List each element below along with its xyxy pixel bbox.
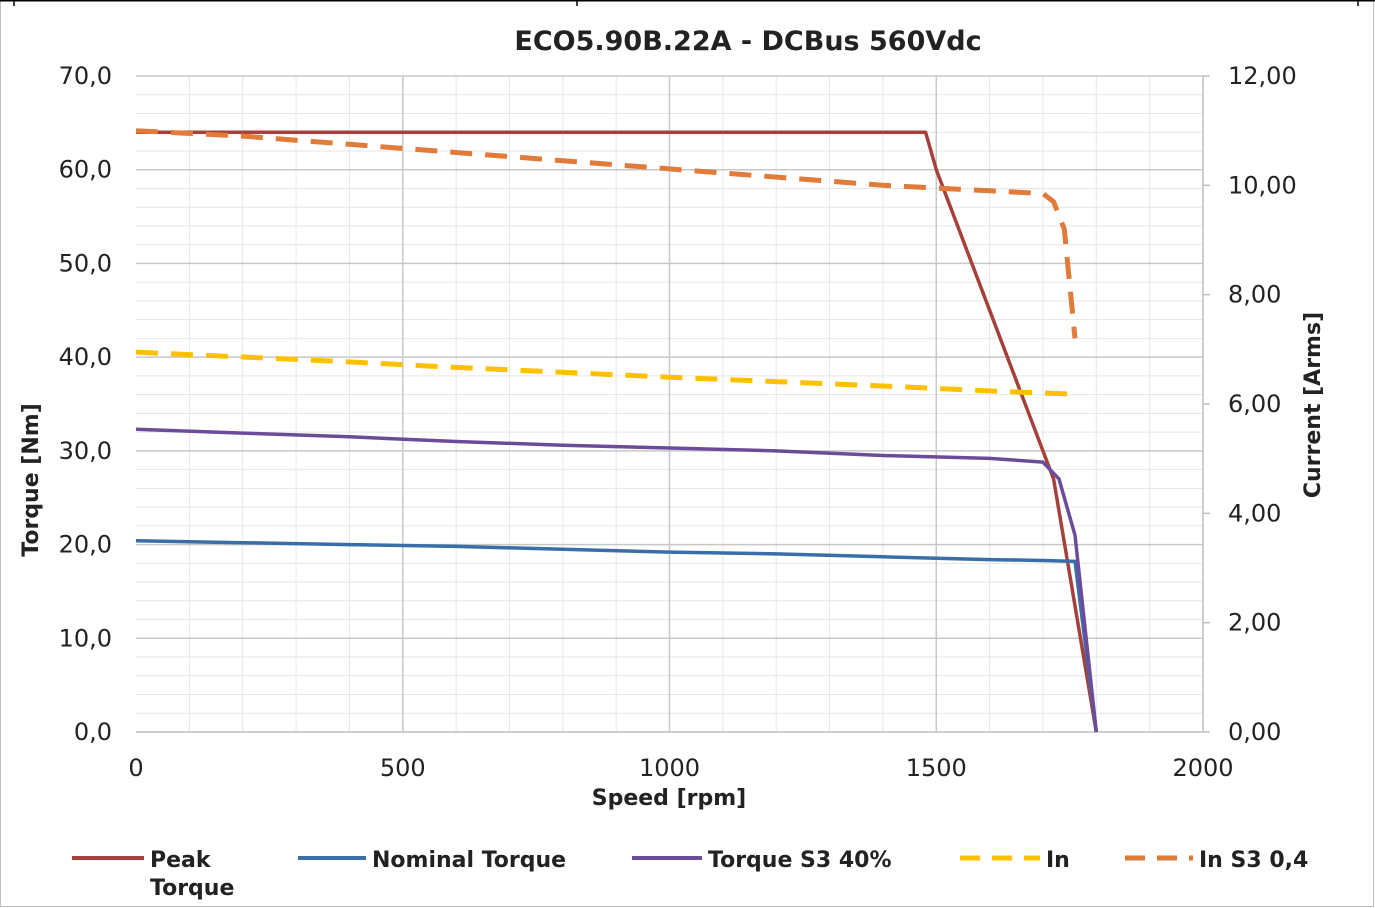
y-tick-label: 10,0 xyxy=(59,624,112,652)
y-axis-title: Torque [Nm] xyxy=(19,403,44,556)
x-tick-label: 2000 xyxy=(1172,754,1233,782)
axes xyxy=(136,75,1210,733)
series-line-peak-torque xyxy=(136,130,1099,733)
x-tick-label: 1500 xyxy=(906,754,967,782)
y2-tick-label: 0,00 xyxy=(1228,718,1281,746)
y-tick-label: 20,0 xyxy=(59,531,112,559)
legend-label-in: In xyxy=(1046,848,1070,873)
legend-label-line: Peak xyxy=(150,848,212,873)
legend: Peak Torque Nominal Torque Torque S3 40% In I… xyxy=(72,848,1308,901)
series-line-torque-s3-40 xyxy=(135,427,1099,733)
legend-label-line: In xyxy=(1046,848,1070,873)
x-tick-label: 500 xyxy=(380,754,426,782)
series-line-in-s3-0-4 xyxy=(135,128,1078,339)
major-grid xyxy=(136,75,1203,732)
legend-label-line: In S3 0,4 xyxy=(1199,848,1308,873)
y-tick-label: 30,0 xyxy=(59,437,112,465)
y-tick-label: 0,0 xyxy=(74,718,112,746)
y2-axis-title: Current [Arms] xyxy=(1301,312,1326,498)
legend-label-line: Torque S3 40% xyxy=(708,848,892,873)
y2-tick-label: 8,00 xyxy=(1228,281,1281,309)
y2-tick-label: 4,00 xyxy=(1228,499,1281,527)
legend-label-peak-torque: Peak Torque xyxy=(150,848,234,901)
series-line-nominal-torque xyxy=(135,539,1099,733)
y2-tick-label: 10,00 xyxy=(1228,171,1297,199)
x-axis-title: Speed [rpm] xyxy=(592,786,746,811)
legend-label-nominal-torque: Nominal Torque xyxy=(372,848,566,873)
x-tick-label: 0 xyxy=(128,754,143,782)
series-layer xyxy=(135,128,1099,733)
legend-label-torque-s3-40: Torque S3 40% xyxy=(708,848,892,873)
legend-label-line: Torque xyxy=(150,876,234,901)
chart-title: ECO5.90B.22A - DCBus 560Vdc xyxy=(514,26,981,57)
y-tick-label: 60,0 xyxy=(59,156,112,184)
tick-labels: 0 500 1000 1500 2000 0,0 10,0 20,0 30,0 40,0 50,0 6… xyxy=(59,62,1297,782)
legend-label-in-s3-0-4: In S3 0,4 xyxy=(1199,848,1308,873)
x-tick-label: 1000 xyxy=(639,754,700,782)
y-tick-label: 50,0 xyxy=(59,249,112,277)
y2-tick-label: 12,00 xyxy=(1228,62,1297,90)
y-tick-label: 40,0 xyxy=(59,343,112,371)
y-tick-label: 70,0 xyxy=(59,62,112,90)
series-line-in xyxy=(135,349,1076,397)
y2-tick-label: 2,00 xyxy=(1228,609,1281,637)
legend-label-line: Nominal Torque xyxy=(372,848,566,873)
y2-tick-label: 6,00 xyxy=(1228,390,1281,418)
